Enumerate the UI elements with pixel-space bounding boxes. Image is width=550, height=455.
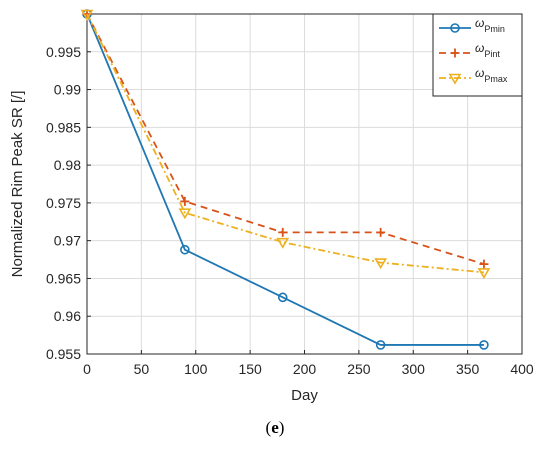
data-point-pint (376, 227, 386, 237)
x-tick-label: 300 (402, 361, 426, 377)
legend-marker-pmax (448, 73, 462, 85)
data-point-pmin (180, 244, 190, 255)
data-point-pmax (374, 258, 388, 270)
legend-label-subscript: Pmin (484, 24, 505, 34)
caption-letter: e (271, 418, 279, 437)
y-axis-label: Normalized Rim Peak SR [/] (9, 91, 26, 278)
x-tick-label: 200 (293, 361, 317, 377)
y-tick-label: 0.985 (46, 119, 81, 135)
x-tick-label: 250 (347, 361, 371, 377)
x-tick-label: 0 (83, 361, 91, 377)
data-point-pmin (479, 340, 489, 350)
x-tick-label: 150 (238, 361, 262, 377)
figure-caption: (e) (266, 418, 285, 437)
y-tick-label: 0.97 (54, 233, 81, 249)
legend-label-pint: ωPint (475, 41, 500, 59)
legend-marker-pmin (450, 23, 460, 33)
legend-label-subscript: Pint (484, 49, 500, 59)
data-point-pmax (477, 268, 491, 279)
data-point-pmax (178, 208, 192, 220)
legend-entry-pmax: ωPmax (439, 66, 508, 85)
caption-suffix: ) (279, 418, 285, 437)
legend-label-symbol: ω (475, 16, 484, 30)
legend-label-symbol: ω (475, 41, 484, 55)
y-tick-label: 0.975 (46, 195, 81, 211)
x-tick-label: 100 (184, 361, 208, 377)
x-axis-label: Day (291, 387, 318, 404)
series-pmax (80, 9, 491, 279)
legend-entry-pint: ωPint (439, 41, 500, 59)
legend-entry-pmin: ωPmin (439, 16, 505, 34)
y-tick-label: 0.96 (54, 308, 81, 324)
legend-label-subscript: Pmax (484, 74, 508, 84)
legend-marker-pint (450, 48, 460, 58)
legend-label-symbol: ω (475, 66, 484, 80)
y-tick-label: 0.99 (54, 82, 81, 98)
legend-label-pmax: ωPmax (475, 66, 508, 84)
x-tick-label: 400 (510, 361, 534, 377)
caption-prefix: ( (266, 418, 272, 437)
y-tick-label: 0.995 (46, 44, 81, 60)
data-point-pmin (277, 292, 288, 303)
y-tick-label: 0.955 (46, 346, 81, 362)
legend-label-pmin: ωPmin (475, 16, 505, 34)
y-tick-label: 0.965 (46, 270, 81, 286)
data-point-pmin (375, 340, 386, 350)
series-pint (82, 9, 489, 269)
data-point-pint (479, 259, 489, 269)
data-point-pmax (80, 9, 94, 21)
series-group (80, 9, 491, 350)
ticks: 0 50 100 150 200 250 300 350 400 0.955 0.96 0.965 0.… (46, 44, 534, 377)
data-point-pint (278, 227, 288, 237)
y-tick-label: 0.98 (54, 157, 81, 173)
x-tick-label: 350 (456, 361, 480, 377)
x-tick-label: 50 (134, 361, 150, 377)
data-point-pint (180, 196, 190, 206)
series-line-pmin (86, 13, 484, 346)
data-point-pmax (276, 237, 290, 249)
